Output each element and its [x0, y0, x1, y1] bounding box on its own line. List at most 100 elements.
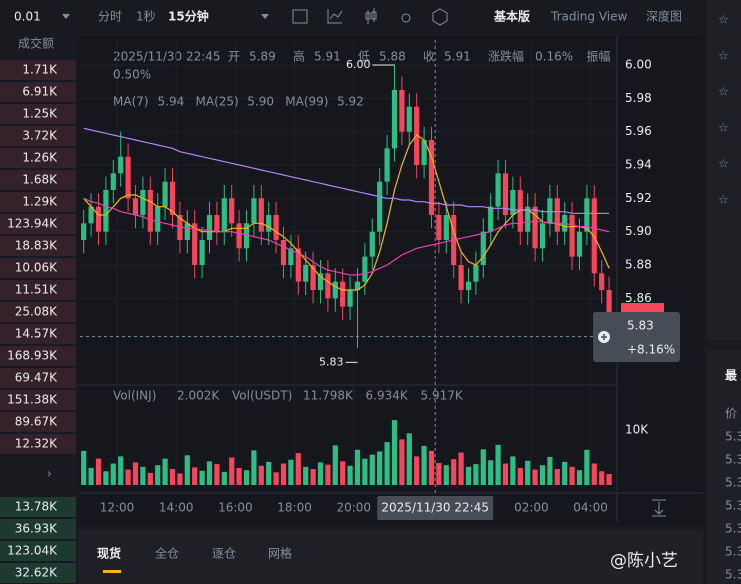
ask-amount: 1.26K: [22, 151, 58, 165]
volume-bar: [303, 466, 309, 485]
volume-bar: [451, 459, 457, 485]
right-title: 最: [725, 369, 738, 383]
candle-body: [273, 215, 279, 240]
volume-bar: [177, 473, 183, 485]
info-value: 0.16%: [535, 50, 573, 64]
candle-body: [369, 231, 375, 257]
star-icon: ☆: [718, 85, 729, 99]
candle-body: [199, 240, 205, 265]
tab[interactable]: 全仓: [155, 546, 179, 561]
tick-size[interactable]: 0.01: [14, 10, 41, 24]
candle-body: [377, 181, 383, 232]
volume-bar: [488, 460, 494, 485]
ask-amount: 1.71K: [22, 63, 58, 77]
ask-amount: 123.94K: [7, 217, 58, 231]
volume-bar: [229, 457, 235, 485]
candle-body: [140, 190, 146, 215]
candle-body: [406, 106, 412, 132]
ask-row: [0, 302, 76, 322]
ask-row: [0, 192, 76, 212]
candle-body: [384, 148, 390, 182]
interval[interactable]: 分时: [98, 10, 122, 24]
y-tick-label: 5.90: [625, 224, 652, 238]
candle-body: [606, 290, 612, 315]
view-active[interactable]: 基本版: [493, 9, 530, 24]
volume-bar: [510, 456, 516, 485]
y-tick-label: 5.86: [625, 291, 652, 305]
vol-legend-value: 11.798K: [303, 389, 354, 403]
candle-body: [547, 198, 553, 224]
candle-body: [362, 256, 368, 282]
settings-icon[interactable]: [401, 13, 411, 23]
dropdown-icon[interactable]: [261, 14, 269, 19]
add-icon-plus: [601, 334, 607, 340]
bid-amount: 123.04K: [7, 544, 58, 558]
ma-legend-value: 5.90: [247, 95, 274, 109]
tab-active[interactable]: 现货: [97, 546, 121, 561]
ask-row: [0, 170, 76, 190]
expand-arrow[interactable]: ›: [47, 467, 52, 481]
bid-row: [0, 563, 76, 583]
ask-row: [0, 82, 76, 102]
watermark: @陈小艺: [610, 551, 678, 571]
vol-legend-name: Vol(INJ): [113, 389, 156, 403]
tab[interactable]: 逐仓: [212, 547, 236, 561]
candle-icon[interactable]: [365, 8, 377, 24]
right-price: 5.3: [725, 476, 741, 490]
candle-body: [95, 206, 102, 232]
volume-bar: [169, 469, 176, 485]
view[interactable]: Trading View: [550, 10, 628, 24]
y-tick-label: 5.94: [625, 158, 652, 172]
candle-body: [488, 206, 494, 232]
candle-body: [399, 90, 405, 132]
scroll-icon[interactable]: [652, 499, 666, 517]
vol-legend-name: Vol(USDT): [232, 389, 292, 403]
candle-body: [266, 215, 272, 232]
view[interactable]: 深度图: [646, 9, 682, 24]
ma-legend-name: MA(25): [196, 95, 239, 109]
indicator-icon[interactable]: [292, 9, 308, 24]
volume-bar: [554, 469, 560, 485]
interval-active[interactable]: 15分钟: [168, 9, 209, 24]
volume-bar: [88, 467, 94, 485]
volume-bar: [273, 472, 279, 485]
volume-bar: [110, 463, 116, 485]
candle-body: [221, 198, 227, 232]
candle-body: [510, 190, 516, 215]
candle-body: [103, 190, 109, 232]
star-icon: ☆: [718, 121, 729, 135]
info-value: 0.50%: [113, 68, 151, 82]
low-label: 5.83: [319, 355, 344, 368]
candle-body: [110, 173, 116, 190]
vol-legend-value: 6.934K: [366, 389, 409, 403]
interval[interactable]: 1秒: [136, 10, 156, 24]
volume-bar: [584, 449, 590, 485]
ask-amount: 18.83K: [15, 239, 58, 253]
draw-icon[interactable]: [327, 9, 343, 24]
tab[interactable]: 网格: [268, 546, 292, 561]
info-label: 收: [423, 50, 435, 64]
y-tick-label: 5.98: [625, 91, 652, 105]
volume-bar: [266, 461, 272, 485]
y-tick-label: 5.88: [625, 258, 652, 272]
candle-body: [177, 215, 183, 240]
ask-row: [0, 324, 76, 344]
hex-icon[interactable]: [432, 8, 448, 26]
volume-bar: [317, 462, 324, 485]
y-tick-label: 5.96: [625, 124, 652, 138]
sidebar-header: 成交额: [18, 36, 54, 51]
right-header: 价: [725, 407, 737, 421]
price-tooltip: [593, 312, 680, 362]
bid-row: [0, 497, 76, 517]
volume-bar: [184, 455, 190, 485]
volume-bar: [280, 463, 287, 485]
candle-body: [184, 223, 190, 240]
x-tick-label: 14:00: [159, 501, 194, 515]
ask-amount: 69.47K: [15, 371, 58, 385]
ask-row: [0, 258, 76, 278]
dropdown-icon[interactable]: [62, 14, 70, 19]
candle-body: [317, 273, 324, 290]
candle-body: [192, 223, 198, 265]
ask-amount: 1.25K: [22, 107, 58, 121]
